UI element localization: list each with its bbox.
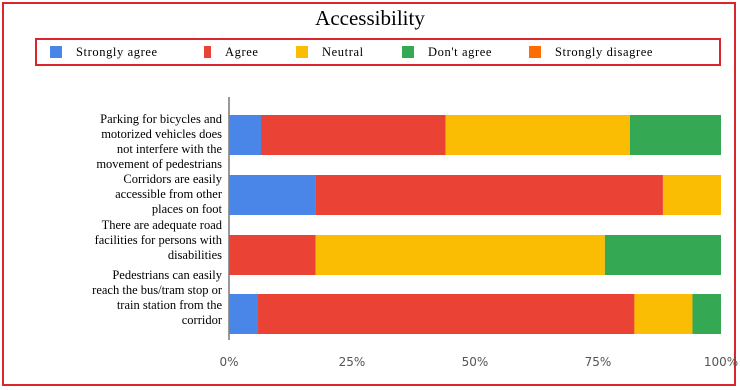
- legend-swatch-strongly-agree: [50, 46, 62, 58]
- category-label-line: disabilities: [167, 248, 222, 262]
- x-tick-label-0: 0%: [219, 355, 239, 369]
- bar-segment-row1-neutral: [445, 115, 630, 155]
- legend-swatch-dont-agree: [402, 46, 414, 58]
- bar-segment-row4-strongly-agree: [229, 294, 259, 334]
- category-label-line: reach the bus/tram stop or: [92, 283, 222, 297]
- x-tick-label-75: 75%: [584, 355, 612, 369]
- category-label-line: places on foot: [151, 202, 222, 216]
- bar-segment-row2-agree: [315, 175, 663, 215]
- legend-item-strongly-agree: Strongly agree: [50, 40, 158, 64]
- bar-segment-row3-don-t-agree: [604, 235, 721, 275]
- category-label-line: not interfere with the: [116, 142, 222, 156]
- category-label-line: train station from the: [116, 298, 222, 312]
- category-label-line: There are adequate road: [101, 218, 222, 232]
- bar-segment-row4-agree: [258, 294, 635, 334]
- bar-segment-row3-neutral: [315, 235, 605, 275]
- x-tick-label-100: 100%: [703, 355, 739, 369]
- legend-label-dont-agree: Don't agree: [428, 44, 493, 59]
- legend-swatch-agree: [204, 46, 211, 58]
- legend-label-neutral: Neutral: [322, 44, 364, 59]
- category-label-line: corridor: [181, 313, 222, 327]
- legend-item-dont-agree: Don't agree: [402, 40, 492, 64]
- bar-segment-row4-don-t-agree: [692, 294, 721, 334]
- bar-segment-row1-don-t-agree: [629, 115, 721, 155]
- legend-swatch-neutral: [296, 46, 308, 58]
- category-label-line: Parking for bicycles and: [100, 112, 222, 126]
- category-label-parking: Parking for bicycles and motorized vehic…: [22, 112, 222, 172]
- bar-segment-row1-strongly-agree: [229, 115, 261, 155]
- bar-segment-row3-agree: [229, 235, 316, 275]
- legend-label-strongly-disagree: Strongly disagree: [555, 44, 654, 59]
- bar-segment-row4-neutral: [634, 294, 693, 334]
- category-label-disabilities: There are adequate road facilities for p…: [22, 218, 222, 263]
- category-label-line: Corridors are easily: [123, 172, 222, 186]
- category-label-line: Pedestrians can easily: [112, 268, 222, 282]
- chart-title: Accessibility: [315, 6, 425, 30]
- legend-label-strongly-agree: Strongly agree: [76, 44, 158, 59]
- bar-segment-row1-agree: [260, 115, 446, 155]
- category-label-line: movement of pedestrians: [96, 157, 222, 171]
- category-label-pedestrians: Pedestrians can easily reach the bus/tra…: [22, 268, 222, 328]
- x-tick-label-50: 50%: [461, 355, 489, 369]
- legend-item-agree: Agree: [204, 40, 259, 64]
- category-label-line: accessible from other: [115, 187, 222, 201]
- category-label-corridors: Corridors are easily accessible from oth…: [22, 172, 222, 217]
- category-label-line: facilities for persons with: [94, 233, 222, 247]
- legend: Strongly agree Agree Neutral Don't agree…: [35, 38, 721, 66]
- legend-label-agree: Agree: [225, 44, 259, 59]
- legend-item-neutral: Neutral: [296, 40, 364, 64]
- bar-segment-row2-strongly-agree: [229, 175, 316, 215]
- x-tick-label-25: 25%: [338, 355, 366, 369]
- legend-swatch-strongly-disagree: [529, 46, 541, 58]
- category-label-line: motorized vehicles does: [101, 127, 222, 141]
- bar-segment-row2-neutral: [662, 175, 721, 215]
- legend-item-strongly-disagree: Strongly disagree: [529, 40, 653, 64]
